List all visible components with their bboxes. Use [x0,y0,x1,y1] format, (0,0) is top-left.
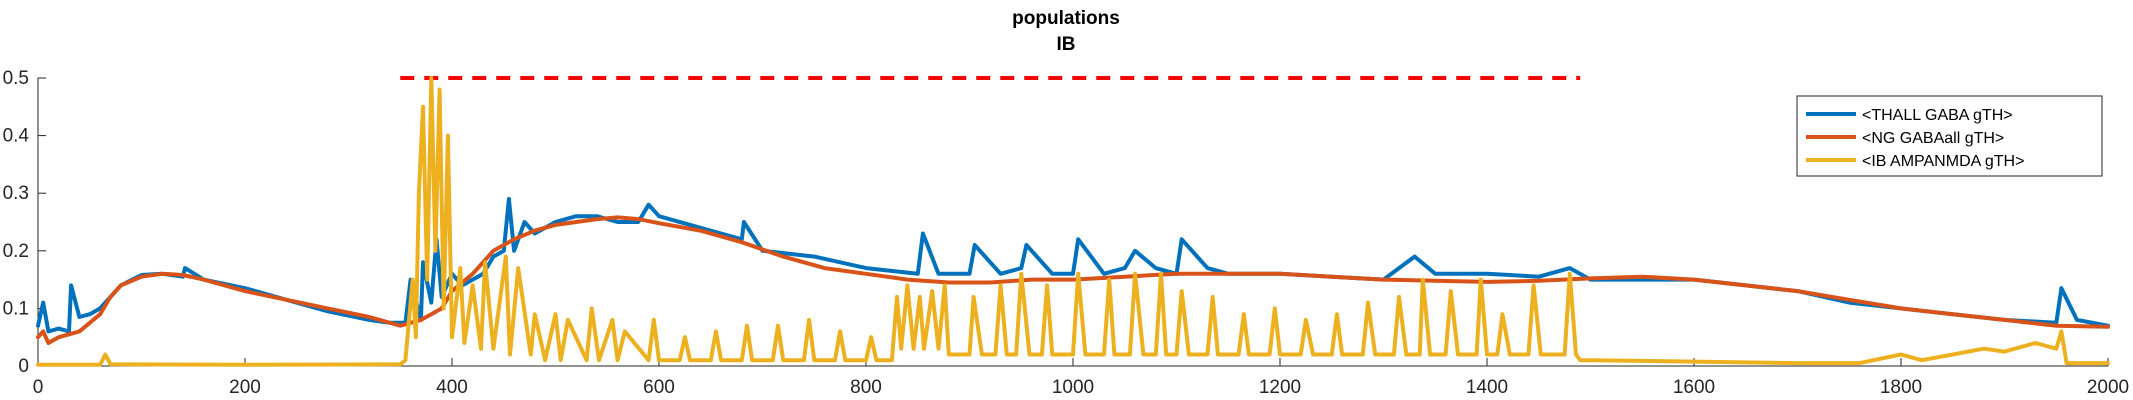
chart-title: populations [1012,8,1120,29]
y-axis: 0 0.1 0.2 0.3 0.4 0.5 [3,68,46,377]
y-tick-label: 0.1 [3,298,29,319]
x-tick-label: 800 [850,377,882,398]
x-tick-label: 1600 [1673,377,1715,398]
legend: <THALL GABA gTH> <NG GABAall gTH> <IB AMPA… [1796,95,2103,177]
legend-label: <IB AMPANMDA gTH> [1862,153,2024,170]
y-tick-label: 0 [18,356,29,377]
x-tick-label: 1200 [1259,377,1301,398]
x-tick-label: 2000 [2087,377,2129,398]
chart-subtitle: IB [1057,34,1076,55]
x-tick-label: 1000 [1052,377,1094,398]
x-tick-label: 0 [33,377,44,398]
x-tick-label: 1400 [1466,377,1508,398]
x-tick-label: 200 [229,377,261,398]
series-layer [36,76,2110,367]
y-tick-label: 0.3 [3,183,29,204]
series-line-3 [36,76,2110,367]
y-tick-label: 0.4 [3,126,30,147]
x-tick-label: 600 [643,377,675,398]
x-axis: 0 200 400 600 800 1000 1200 1400 1600 1800 2000 [33,358,2129,398]
series-line-2 [36,215,2110,345]
y-tick-label: 0.5 [3,68,29,89]
legend-label: <NG GABAall gTH> [1862,130,2004,147]
x-tick-label: 1800 [1880,377,1922,398]
plot-area: 0 200 400 600 800 1000 1200 1400 1600 1800 2000 00… [3,68,2130,398]
x-tick-label: 400 [436,377,468,398]
y-tick-label: 0.2 [3,241,29,262]
legend-label: <THALL GABA gTH> [1862,107,2013,124]
